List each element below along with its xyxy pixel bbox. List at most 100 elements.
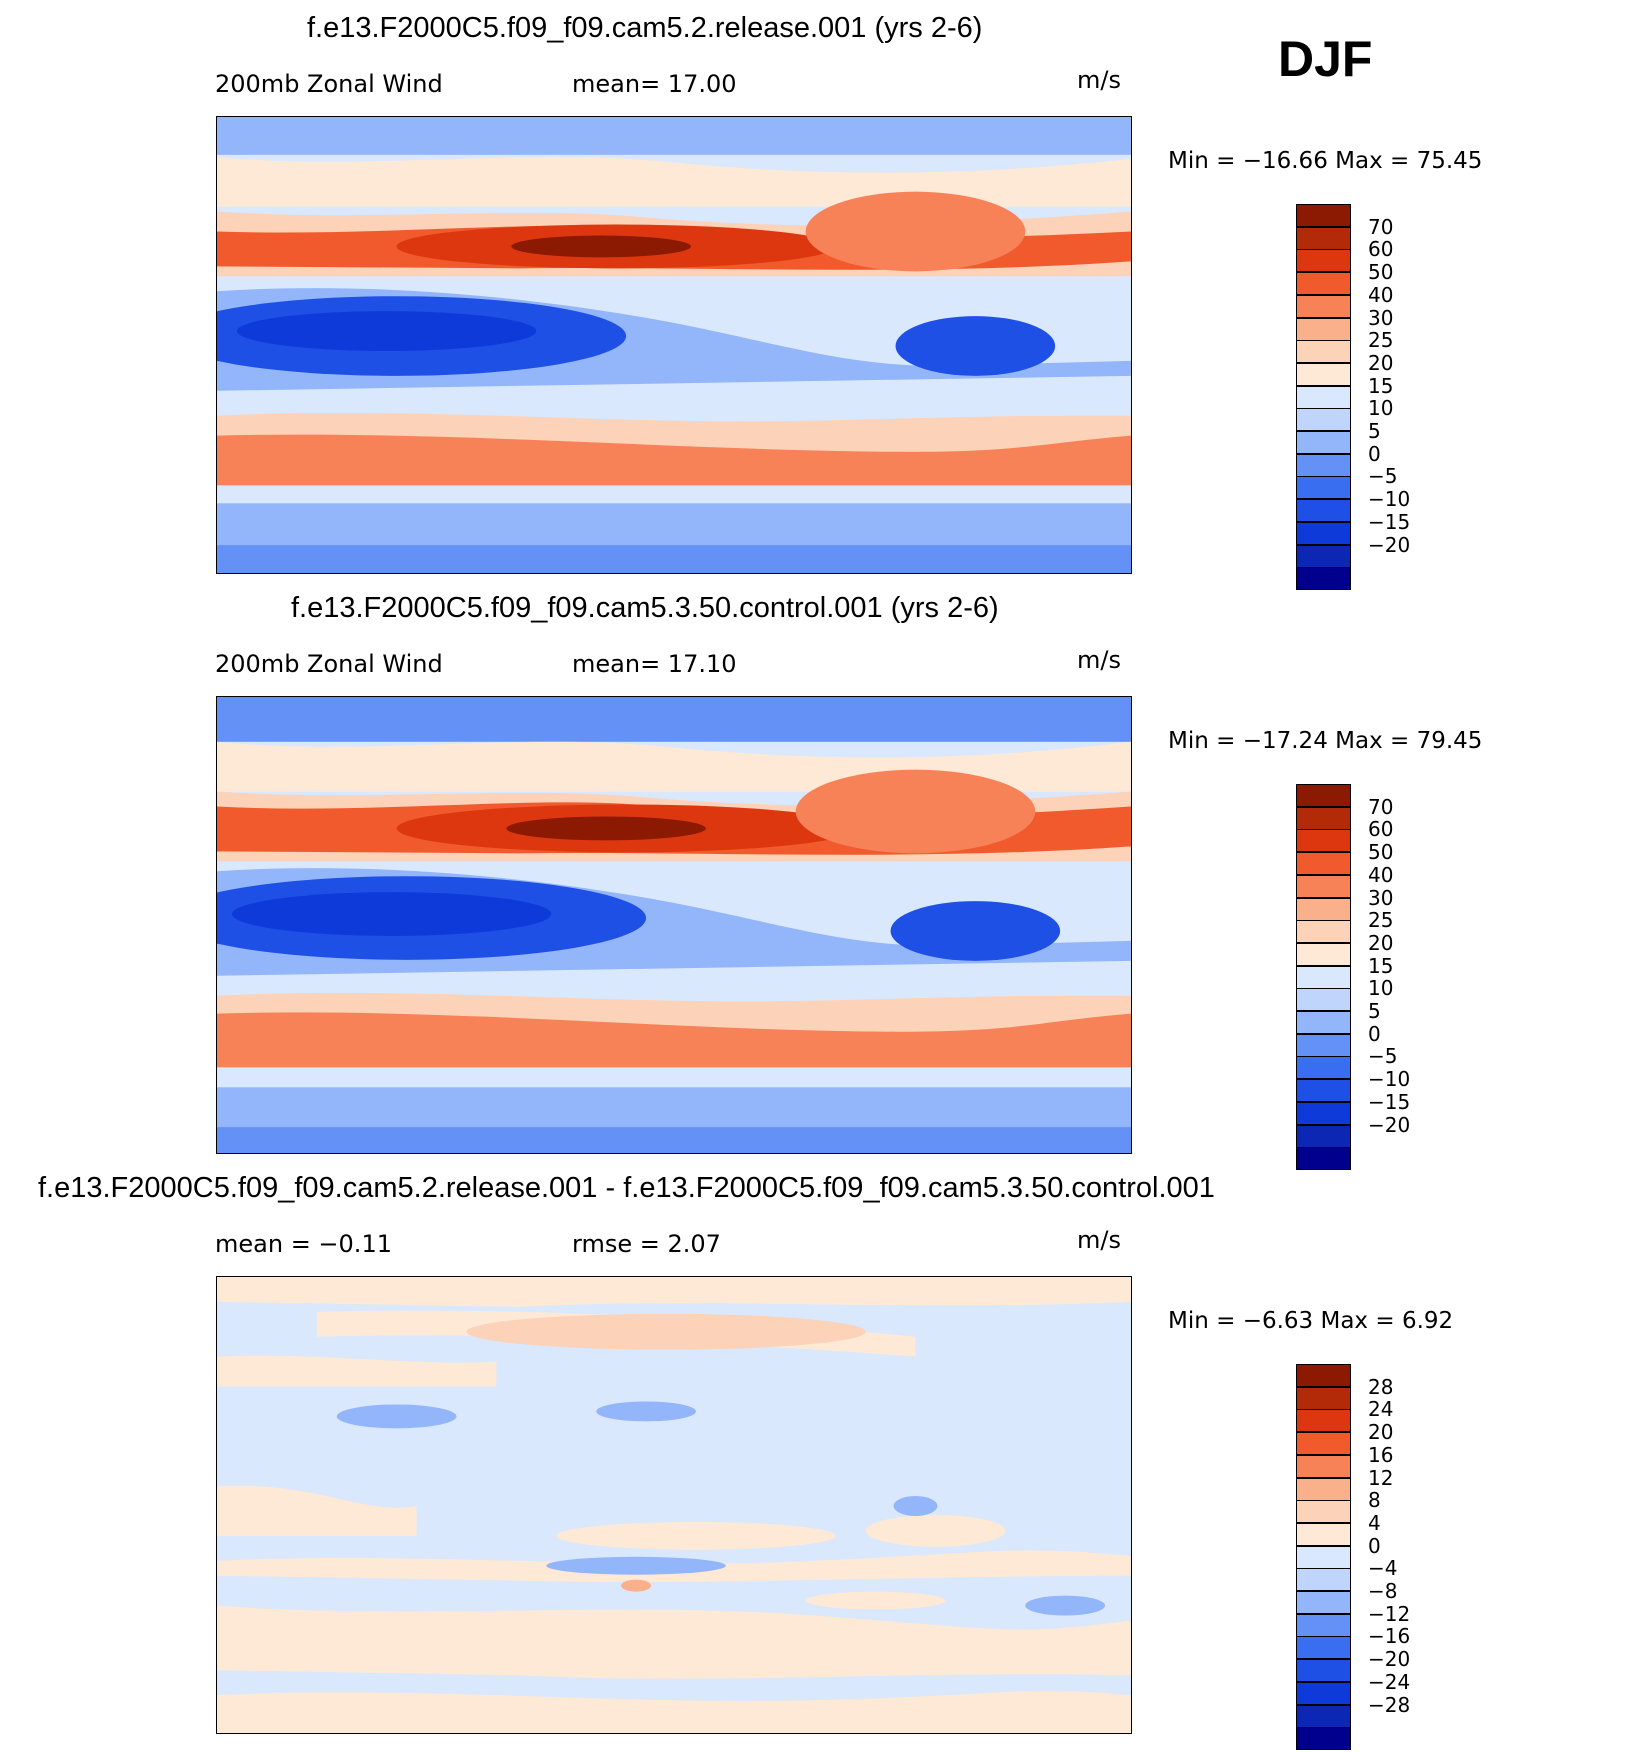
colorbar-swatch [1296, 1432, 1351, 1456]
colorbar-swatch [1296, 1681, 1351, 1705]
colorbar-swatch [1296, 1079, 1351, 1103]
colorbar-tick-label: −15 [1368, 509, 1411, 534]
colorbar-swatch [1296, 1011, 1351, 1034]
colorbar-tick-label: −28 [1368, 1692, 1411, 1717]
colorbar-swatch [1296, 1124, 1351, 1148]
colorbar-tick-label: 70 [1368, 794, 1394, 819]
panel2-variable-label: 200mb Zonal Wind [215, 650, 443, 678]
colorbar-tick-label: 25 [1368, 328, 1394, 353]
colorbar-tick-label: 28 [1368, 1374, 1394, 1399]
colorbar-swatch [1296, 988, 1351, 1012]
colorbar-tick-label: 24 [1368, 1397, 1394, 1422]
colorbar-swatch [1296, 317, 1351, 341]
colorbar-tick-label: 70 [1368, 214, 1394, 239]
colorbar-tick-label: −16 [1368, 1624, 1411, 1649]
colorbar-swatch [1296, 385, 1351, 409]
colorbar-tick-label: 15 [1368, 953, 1394, 978]
colorbar-swatch [1296, 942, 1351, 966]
colorbar-swatch [1296, 920, 1351, 944]
colorbar-swatch [1296, 272, 1351, 296]
panel2-map [216, 696, 1132, 1154]
colorbar-swatch [1296, 1613, 1351, 1637]
colorbar-tick-label: 0 [1368, 441, 1381, 466]
colorbar-tick-label: 50 [1368, 840, 1394, 865]
panel2-units-label: m/s [1077, 646, 1121, 674]
panel1-map [216, 116, 1132, 574]
colorbar-tick-label: 0 [1368, 1533, 1381, 1558]
colorbar-tick-label: 30 [1368, 885, 1394, 910]
colorbar-swatch [1296, 362, 1351, 386]
colorbar-swatch [1296, 829, 1351, 853]
panel2-contour-field [217, 697, 1131, 1153]
colorbar-swatch [1296, 453, 1351, 477]
colorbar-tick-label: 40 [1368, 282, 1394, 307]
colorbar-swatch [1296, 431, 1351, 454]
colorbar-tick-label: 5 [1368, 999, 1381, 1023]
panel3-colorbar: 28 24 20 16 12 8 4 0 −4 −8 −12 −16 −20 −24 −28 [1296, 1364, 1410, 1751]
colorbar-swatch [1296, 476, 1351, 500]
panel3-minmax-label: Min = −6.63 Max = 6.92 [1168, 1308, 1454, 1334]
colorbar-swatch [1296, 965, 1351, 989]
colorbar-tick-label: 20 [1368, 1420, 1394, 1445]
panel2-minmax-label: Min = −17.24 Max = 79.45 [1168, 728, 1483, 754]
colorbar-swatch [1296, 567, 1351, 591]
colorbar-swatch [1296, 408, 1351, 432]
panel3-title: f.e13.F2000C5.f09_f09.cam5.2.release.001… [38, 1172, 1215, 1204]
colorbar-tick-label: 20 [1368, 930, 1394, 955]
colorbar-swatch [1296, 226, 1351, 250]
colorbar-tick-label: −10 [1368, 1067, 1411, 1092]
panel1-variable-label: 200mb Zonal Wind [215, 70, 443, 98]
colorbar-swatch [1296, 1454, 1351, 1478]
colorbar-swatch [1296, 1056, 1351, 1080]
colorbar-tick-label: −24 [1368, 1669, 1411, 1694]
colorbar-tick-label: 4 [1368, 1510, 1381, 1535]
panel2-title: f.e13.F2000C5.f09_f09.cam5.3.50.control.… [291, 592, 999, 624]
colorbar-swatch [1296, 897, 1351, 921]
colorbar-tick-label: −5 [1368, 464, 1398, 489]
colorbar-tick-label: −10 [1368, 487, 1411, 512]
panel3-units-label: m/s [1077, 1226, 1121, 1254]
colorbar-swatch [1296, 1545, 1351, 1569]
colorbar-tick-label: 15 [1368, 373, 1394, 398]
colorbar-swatch [1296, 340, 1351, 364]
colorbar-tick-label: 30 [1368, 305, 1394, 330]
colorbar-swatch [1296, 1477, 1351, 1501]
colorbar-tick-label: 12 [1368, 1465, 1394, 1490]
panel3-rmse-label: rmse = 2.07 [572, 1230, 721, 1258]
panel3-map [216, 1276, 1132, 1734]
panel1-units-label: m/s [1077, 66, 1121, 94]
panel1-mean-label: mean= 17.00 [572, 70, 737, 98]
colorbar-swatch [1296, 1101, 1351, 1125]
colorbar-tick-label: −8 [1368, 1579, 1398, 1603]
colorbar-swatch [1296, 544, 1351, 568]
colorbar-swatch [1296, 874, 1351, 898]
panel2-mean-label: mean= 17.10 [572, 650, 737, 678]
colorbar-swatch [1296, 1568, 1351, 1592]
colorbar-tick-label: 40 [1368, 862, 1394, 887]
colorbar-tick-label: 8 [1368, 1488, 1381, 1513]
colorbar-swatch [1296, 1409, 1351, 1433]
colorbar-swatch [1296, 852, 1351, 876]
colorbar-swatch [1296, 1147, 1351, 1171]
colorbar-tick-label: −5 [1368, 1044, 1398, 1069]
colorbar-tick-label: 50 [1368, 260, 1394, 285]
colorbar-tick-label: −20 [1368, 532, 1411, 557]
colorbar-tick-label: 16 [1368, 1442, 1394, 1467]
colorbar-swatch [1296, 1364, 1351, 1387]
colorbar-tick-label: 20 [1368, 350, 1394, 375]
colorbar-tick-label: −4 [1368, 1556, 1398, 1581]
colorbar-swatch [1296, 1636, 1351, 1660]
season-label: DJF [1278, 31, 1373, 87]
panel1-colorbar: 70 60 50 40 30 25 20 15 10 5 0 −5 −10 −15 −20 [1296, 204, 1410, 591]
colorbar-swatch [1296, 1386, 1351, 1410]
colorbar-swatch [1296, 1522, 1351, 1546]
colorbar-swatch [1296, 784, 1351, 807]
colorbar-tick-label: 60 [1368, 237, 1394, 262]
panel1-title: f.e13.F2000C5.f09_f09.cam5.2.release.001… [307, 12, 983, 44]
colorbar-swatch [1296, 1500, 1351, 1524]
colorbar-tick-label: 5 [1368, 419, 1381, 443]
colorbar-tick-label: 25 [1368, 908, 1394, 933]
colorbar-tick-label: −20 [1368, 1647, 1411, 1672]
colorbar-swatch [1296, 806, 1351, 830]
colorbar-swatch [1296, 294, 1351, 318]
